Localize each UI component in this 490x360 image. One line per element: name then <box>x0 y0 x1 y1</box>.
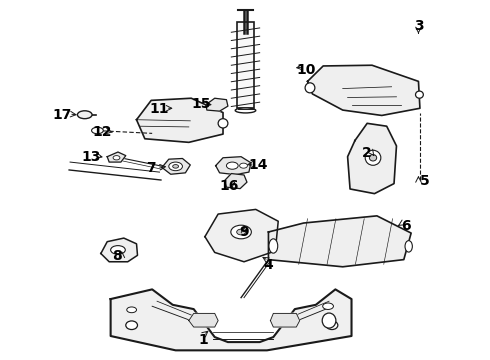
Polygon shape <box>270 314 300 327</box>
Text: 5: 5 <box>420 174 430 188</box>
Ellipse shape <box>416 91 423 98</box>
Ellipse shape <box>405 240 413 252</box>
Text: 16: 16 <box>220 179 239 193</box>
Ellipse shape <box>77 111 92 119</box>
Polygon shape <box>269 216 411 267</box>
Text: 8: 8 <box>112 249 122 263</box>
Text: 10: 10 <box>296 63 316 77</box>
Polygon shape <box>224 174 247 189</box>
Polygon shape <box>111 289 351 350</box>
Text: 1: 1 <box>198 333 208 347</box>
Text: 15: 15 <box>191 97 211 111</box>
Text: 4: 4 <box>264 258 273 273</box>
Polygon shape <box>189 314 218 327</box>
Text: 14: 14 <box>249 158 269 172</box>
Ellipse shape <box>240 163 247 168</box>
Polygon shape <box>308 65 420 116</box>
Ellipse shape <box>237 229 245 235</box>
Ellipse shape <box>226 162 238 169</box>
Ellipse shape <box>218 119 228 128</box>
Ellipse shape <box>172 165 178 168</box>
Polygon shape <box>101 238 138 262</box>
Text: 17: 17 <box>52 108 72 122</box>
Text: 12: 12 <box>93 125 112 139</box>
Text: 9: 9 <box>239 225 249 239</box>
Ellipse shape <box>235 108 256 113</box>
Ellipse shape <box>231 225 251 239</box>
Ellipse shape <box>92 127 103 134</box>
Polygon shape <box>107 152 126 162</box>
Polygon shape <box>206 98 228 111</box>
Polygon shape <box>216 157 251 175</box>
Text: 7: 7 <box>147 161 156 175</box>
Text: 13: 13 <box>81 150 101 164</box>
Ellipse shape <box>369 154 377 161</box>
Polygon shape <box>137 98 223 142</box>
Ellipse shape <box>113 156 120 160</box>
Polygon shape <box>347 123 396 194</box>
Ellipse shape <box>326 321 338 329</box>
Text: 11: 11 <box>150 102 169 116</box>
Ellipse shape <box>323 303 333 310</box>
Ellipse shape <box>127 307 137 313</box>
Ellipse shape <box>169 162 182 171</box>
Text: 6: 6 <box>401 219 411 233</box>
Polygon shape <box>205 210 278 262</box>
Text: 2: 2 <box>362 146 372 160</box>
Ellipse shape <box>365 150 381 165</box>
Ellipse shape <box>126 321 138 329</box>
Bar <box>237 22 254 108</box>
Ellipse shape <box>111 246 125 254</box>
Ellipse shape <box>269 239 278 253</box>
Text: 3: 3 <box>414 19 423 33</box>
Ellipse shape <box>305 83 315 93</box>
Polygon shape <box>162 158 190 174</box>
Ellipse shape <box>322 313 336 328</box>
